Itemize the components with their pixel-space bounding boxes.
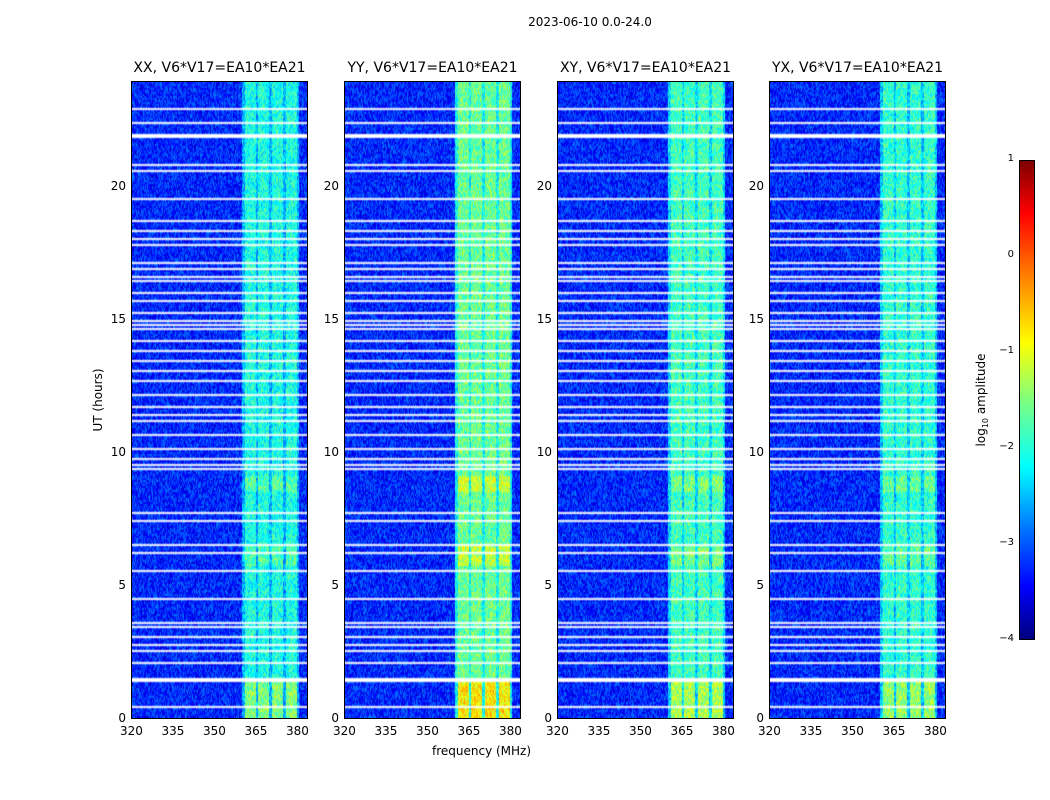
y-tick-label: 15 (323, 312, 339, 327)
y-tick-label: 10 (748, 445, 764, 460)
heatmap-image (770, 82, 945, 718)
y-tick-label: 15 (536, 312, 552, 327)
y-tick-label: 10 (536, 445, 552, 460)
colorbar-tick-label: 0 (1007, 249, 1014, 260)
x-tick-label: 380 (923, 724, 947, 738)
x-axis-label: frequency (MHz) (432, 744, 532, 758)
y-tick-label: 10 (323, 445, 339, 460)
panel-title: YY, V6*V17=EA10*EA21 (347, 60, 518, 76)
colorbar-tick-label: 1 (1007, 153, 1014, 164)
colorbar-tick-label: −3 (999, 537, 1014, 548)
y-tick-label: 10 (110, 445, 126, 460)
heatmap-panel (344, 81, 521, 719)
x-tick-label: 335 (374, 724, 398, 738)
heatmap-panel (557, 81, 734, 719)
x-tick-label: 335 (799, 724, 823, 738)
x-tick-label: 365 (457, 724, 481, 738)
y-tick-label: 15 (748, 312, 764, 327)
suptitle: 2023-06-10 0.0-24.0 (528, 15, 652, 29)
x-tick-label: 350 (628, 724, 652, 738)
x-tick-label: 320 (120, 724, 143, 738)
colorbar-label: log10 amplitude (973, 353, 991, 447)
y-tick-label: 20 (110, 179, 126, 194)
colorbar-tick-label: −4 (999, 633, 1014, 644)
heatmap-image (558, 82, 733, 718)
y-tick-label: 0 (544, 711, 552, 725)
x-tick-label: 380 (285, 724, 309, 738)
y-tick-label: 5 (118, 578, 126, 593)
y-tick-label: 0 (756, 711, 764, 725)
y-tick-label: 0 (118, 711, 126, 725)
y-axis-label: UT (hours) (91, 368, 105, 432)
x-tick-label: 365 (670, 724, 694, 738)
heatmap-panel (131, 81, 308, 719)
y-tick-label: 20 (323, 179, 339, 194)
heatmap-panel (769, 81, 946, 719)
x-tick-label: 320 (333, 724, 356, 738)
x-tick-label: 350 (415, 724, 439, 738)
y-tick-label: 5 (544, 578, 552, 593)
y-tick-label: 5 (331, 578, 339, 593)
panel-title: XX, V6*V17=EA10*EA21 (133, 60, 306, 76)
heatmap-image (132, 82, 307, 718)
x-tick-label: 350 (840, 724, 864, 738)
x-tick-label: 320 (546, 724, 569, 738)
y-tick-label: 20 (536, 179, 552, 194)
x-tick-label: 335 (587, 724, 611, 738)
panel-title: XY, V6*V17=EA10*EA21 (559, 60, 732, 76)
y-tick-label: 15 (110, 312, 126, 327)
x-tick-label: 380 (711, 724, 735, 738)
heatmap-image (345, 82, 520, 718)
y-tick-label: 20 (748, 179, 764, 194)
x-tick-label: 350 (202, 724, 226, 738)
x-tick-label: 365 (882, 724, 906, 738)
x-tick-label: 365 (244, 724, 268, 738)
colorbar-tick-label: −2 (999, 441, 1014, 452)
panel-title: YX, V6*V17=EA10*EA21 (771, 60, 944, 76)
y-tick-label: 5 (756, 578, 764, 593)
x-tick-label: 320 (758, 724, 781, 738)
colorbar (1019, 160, 1035, 640)
colorbar-tick-label: −1 (999, 345, 1014, 356)
x-tick-label: 335 (161, 724, 185, 738)
y-tick-label: 0 (331, 711, 339, 725)
x-tick-label: 380 (498, 724, 522, 738)
